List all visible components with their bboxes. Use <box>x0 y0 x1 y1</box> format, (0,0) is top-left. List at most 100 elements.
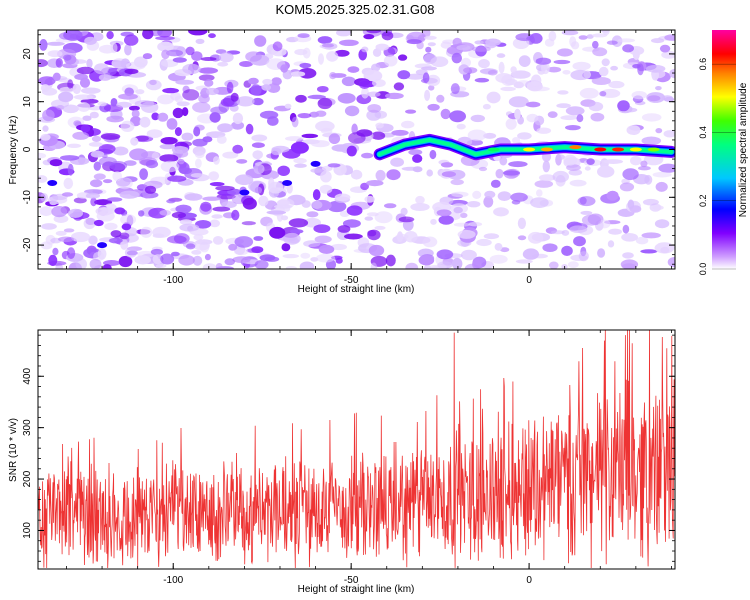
noise-blob <box>281 243 291 252</box>
colorbar: 0.0 0.2 0.4 0.6 Normalized spectral amplitu… <box>698 30 749 275</box>
noise-blob <box>282 254 300 259</box>
noise-blob <box>172 107 184 119</box>
noise-blob <box>406 39 422 45</box>
noise-blob <box>427 264 447 269</box>
noise-blob <box>489 254 508 264</box>
noise-blob <box>526 113 539 123</box>
y-tick-label: -20 <box>22 237 33 252</box>
y-tick-label: 0 <box>22 146 33 152</box>
noise-blob <box>426 74 441 87</box>
noise-blob <box>515 259 533 264</box>
spectrogram-noise <box>38 30 675 269</box>
noise-blob <box>318 244 335 254</box>
noise-blob <box>320 170 332 183</box>
noise-blob <box>547 111 558 118</box>
noise-blob <box>606 40 618 45</box>
noise-blob <box>100 133 121 140</box>
noise-blob <box>218 52 234 63</box>
noise-blob <box>642 198 659 206</box>
noise-blob-strong <box>47 179 58 186</box>
y-tick-label: 300 <box>22 419 33 436</box>
noise-blob <box>393 82 405 91</box>
noise-blob <box>221 201 237 209</box>
noise-blob <box>598 219 611 229</box>
noise-blob <box>424 35 437 40</box>
noise-blob <box>290 71 306 77</box>
noise-blob <box>629 205 642 213</box>
noise-blob <box>573 236 586 247</box>
noise-blob <box>427 103 440 111</box>
noise-blob <box>398 216 415 223</box>
noise-blob <box>536 127 552 134</box>
noise-blob <box>483 132 497 139</box>
noise-blob <box>346 205 363 216</box>
noise-blob <box>637 63 644 76</box>
noise-blob <box>38 59 48 68</box>
noise-blob <box>299 261 315 269</box>
colorbar-label: Normalized spectral amplitude <box>738 82 749 217</box>
noise-blob <box>120 120 135 132</box>
noise-blob <box>88 142 103 147</box>
noise-blob <box>193 234 204 241</box>
noise-blob <box>268 181 284 194</box>
noise-blob <box>61 192 74 197</box>
spectrogram-xlabel: Height of straight line (km) <box>298 284 415 295</box>
noise-blob <box>80 124 91 133</box>
noise-blob <box>93 173 106 180</box>
noise-blob <box>525 101 541 108</box>
noise-blob <box>337 93 356 104</box>
noise-blob <box>67 247 76 259</box>
noise-blob <box>538 174 556 182</box>
noise-blob <box>471 46 491 52</box>
noise-blob <box>175 204 192 214</box>
noise-blob <box>426 169 434 177</box>
noise-blob <box>578 251 589 262</box>
noise-blob <box>659 44 671 53</box>
noise-blob <box>339 39 359 46</box>
noise-blob <box>142 53 153 60</box>
noise-blob <box>52 247 59 256</box>
noise-blob <box>608 80 625 89</box>
noise-blob <box>617 38 636 43</box>
noise-blob <box>81 87 101 94</box>
noise-blob <box>334 193 351 202</box>
noise-blob <box>391 129 409 136</box>
noise-blob <box>277 198 295 209</box>
colorbar-tick-label: 0.2 <box>698 194 708 207</box>
noise-blob <box>157 41 174 52</box>
noise-blob <box>640 249 658 254</box>
noise-blob <box>171 251 180 257</box>
noise-blob <box>580 210 593 215</box>
noise-blob <box>39 206 53 217</box>
noise-blob <box>556 48 573 57</box>
noise-blob <box>499 156 508 166</box>
noise-blob <box>160 137 178 145</box>
noise-blob <box>98 74 112 81</box>
noise-blob <box>41 223 57 230</box>
noise-blob <box>645 64 666 73</box>
noise-blob <box>155 36 175 41</box>
noise-blob <box>459 212 468 218</box>
noise-blob <box>245 51 262 62</box>
noise-blob <box>182 63 201 75</box>
noise-blob <box>253 163 265 175</box>
noise-blob <box>283 232 301 245</box>
noise-blob <box>106 115 124 123</box>
noise-blob <box>578 35 588 40</box>
noise-blob <box>49 159 63 167</box>
noise-blob <box>106 197 123 202</box>
noise-blob <box>450 83 460 95</box>
noise-blob <box>641 232 661 239</box>
noise-blob <box>262 78 273 85</box>
noise-blob <box>301 133 319 139</box>
noise-blob <box>497 191 512 202</box>
noise-blob <box>386 169 401 181</box>
noise-blob <box>412 154 423 163</box>
noise-blob <box>317 97 333 110</box>
noise-blob <box>49 200 58 206</box>
noise-blob <box>269 226 286 239</box>
noise-blob <box>159 209 172 216</box>
colorbar-tick-label: 0.4 <box>698 126 708 139</box>
noise-blob <box>40 133 51 141</box>
noise-blob <box>442 39 456 45</box>
